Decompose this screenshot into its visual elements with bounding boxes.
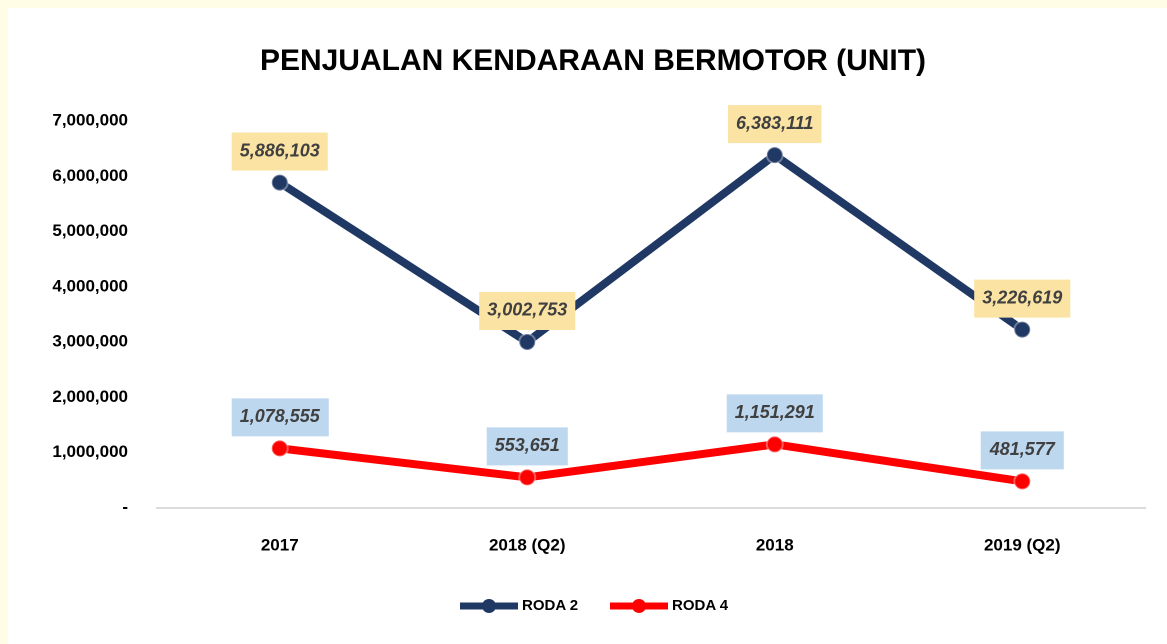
value-label-box: [486, 427, 568, 466]
point-marker: [765, 435, 784, 454]
y-tick-label: 5,000,000: [52, 221, 128, 240]
value-label: 553,651: [495, 435, 560, 455]
y-tick-label: -: [122, 497, 128, 516]
point-marker: [1013, 320, 1032, 339]
y-tick-label: 7,000,000: [52, 110, 128, 129]
series-line: [279, 440, 1023, 486]
value-label-box: [231, 398, 329, 437]
value-label: 5,886,103: [240, 140, 320, 160]
x-tick-label: 2018: [756, 535, 794, 554]
value-label: 3,226,619: [982, 287, 1062, 307]
value-label: 6,383,111: [736, 113, 813, 133]
point-marker: [270, 439, 289, 458]
value-label: 1,151,291: [735, 402, 815, 422]
value-label-box: [479, 291, 576, 330]
x-tick-label: 2018 (Q2): [489, 535, 566, 554]
chart-title: PENJUALAN KENDARAAN BERMOTOR (UNIT): [260, 44, 926, 77]
value-label-box: [974, 279, 1071, 318]
point-marker: [765, 146, 784, 165]
legend-marker: [482, 599, 496, 613]
point-marker: [270, 173, 289, 192]
legend-label: RODA 2: [522, 597, 578, 614]
legend-label: RODA 4: [672, 597, 729, 614]
x-tick-label: 2017: [261, 535, 299, 554]
value-label-box: [980, 431, 1064, 470]
point-marker: [1013, 472, 1032, 491]
chart-area: [8, 8, 1167, 644]
point-marker: [518, 332, 537, 351]
y-tick-label: 4,000,000: [52, 276, 128, 295]
value-label: 3,002,753: [487, 300, 567, 320]
value-label: 481,577: [989, 439, 1056, 459]
y-tick-label: 6,000,000: [52, 166, 128, 185]
value-label: 1,078,555: [240, 406, 321, 426]
legend-marker: [632, 599, 646, 613]
y-tick-label: 2,000,000: [52, 387, 128, 406]
value-label-box: [726, 394, 823, 433]
y-tick-label: 1,000,000: [52, 442, 128, 461]
point-marker: [518, 468, 537, 487]
value-label-box: [231, 132, 328, 171]
y-tick-label: 3,000,000: [52, 332, 128, 351]
series-line: [277, 151, 1025, 346]
value-label-box: [728, 105, 822, 144]
x-tick-label: 2019 (Q2): [984, 535, 1061, 554]
